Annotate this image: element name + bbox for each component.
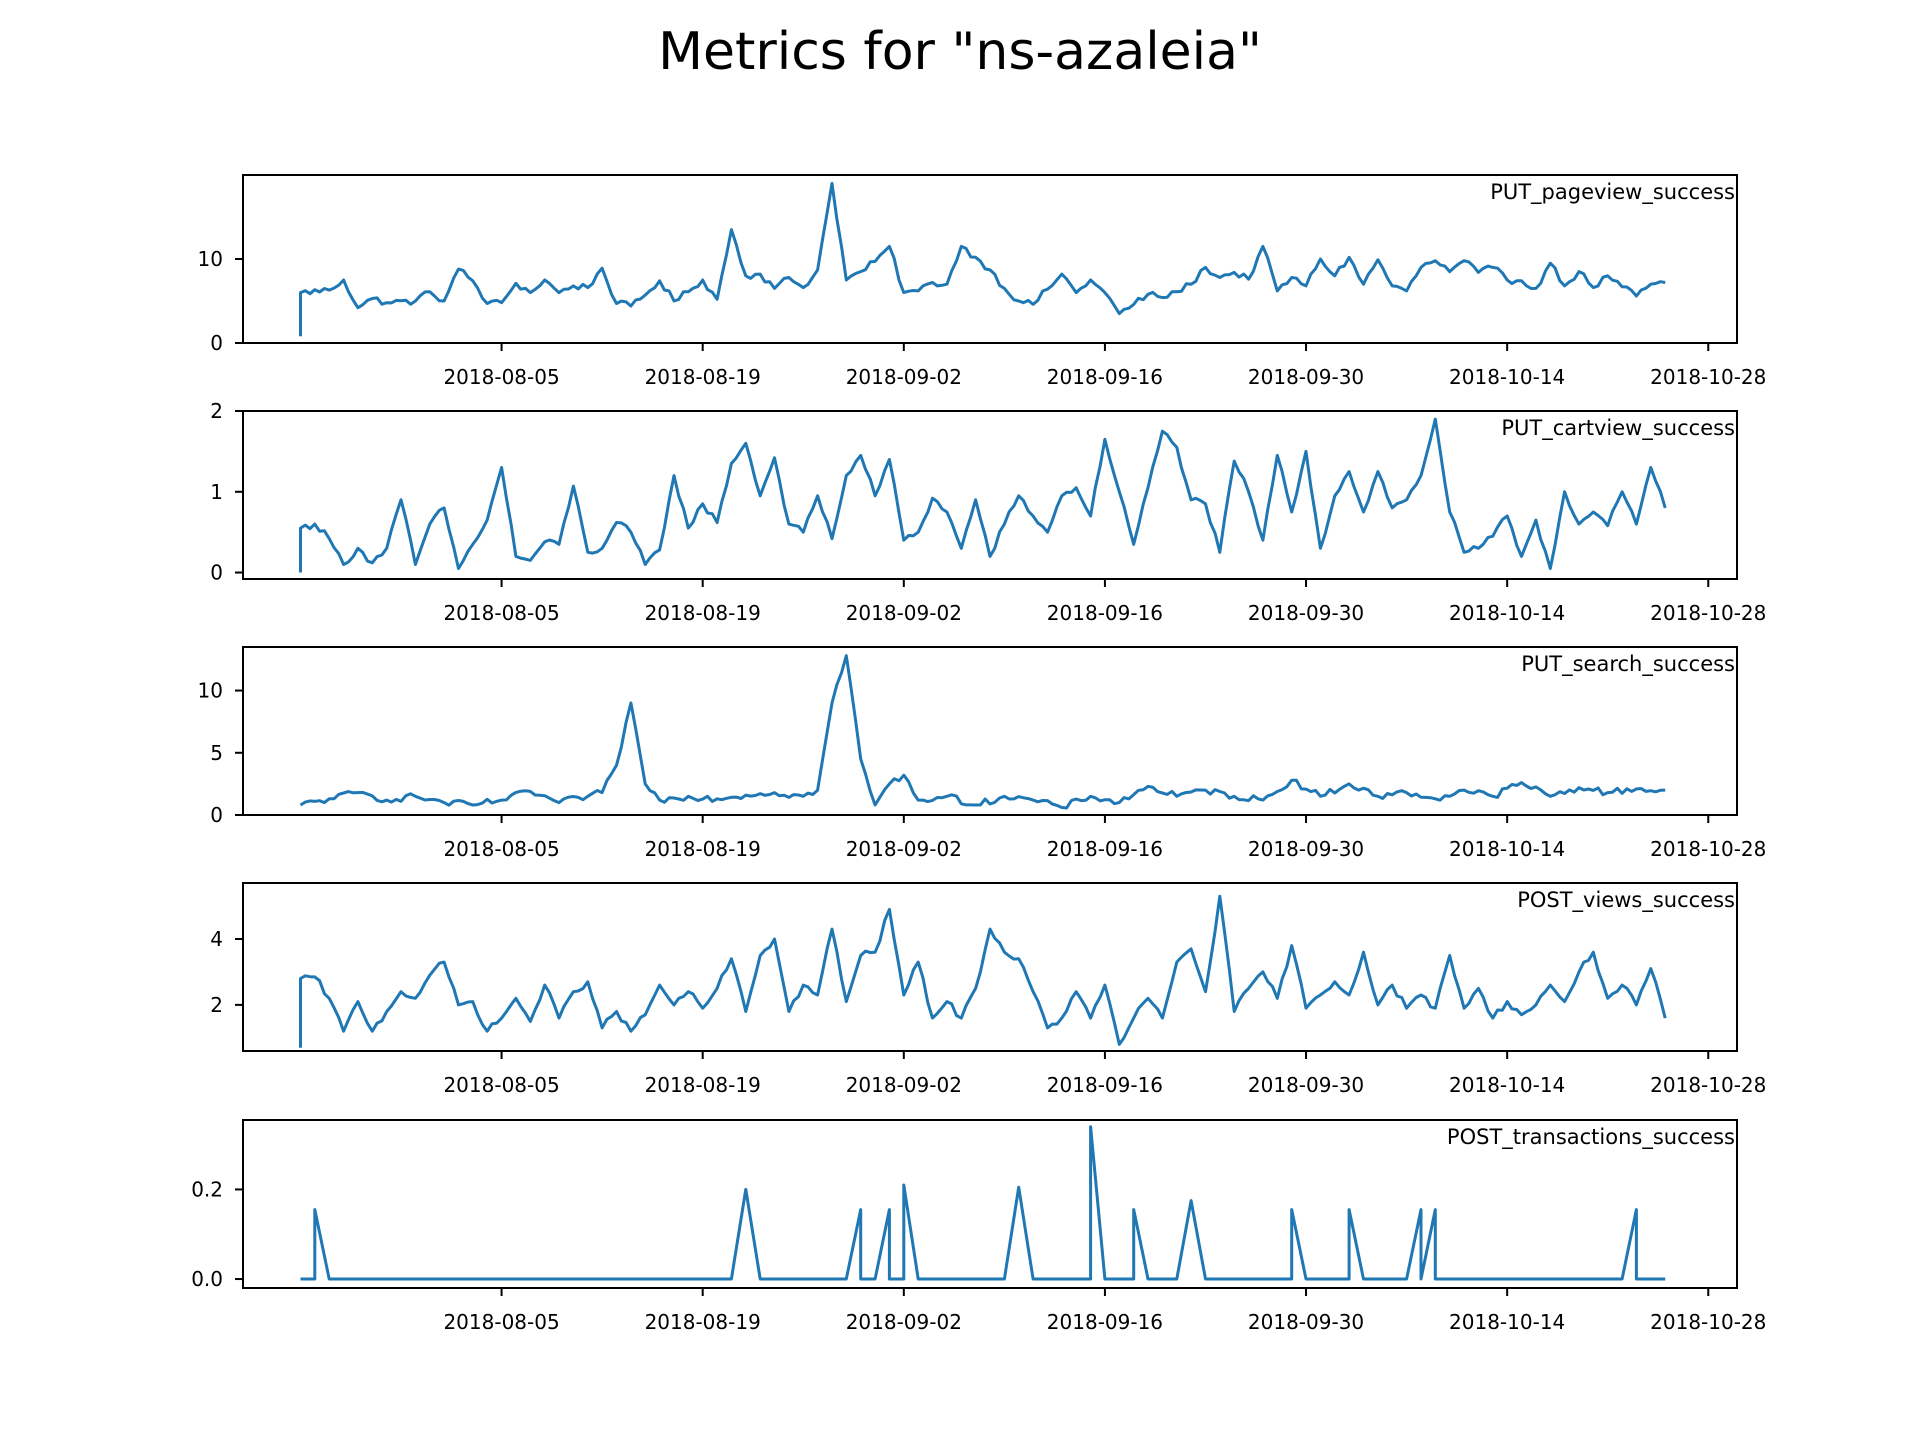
y-tick-label: 10 xyxy=(198,679,223,703)
x-tick-label: 2018-10-14 xyxy=(1449,1310,1565,1334)
x-tick-label: 2018-09-16 xyxy=(1047,837,1163,861)
series-line-PUT_pageview_success xyxy=(299,181,1666,337)
subplot-title: PUT_search_success xyxy=(1521,652,1735,677)
x-tick-label: 2018-08-19 xyxy=(645,601,761,625)
x-tick-label: 2018-08-19 xyxy=(645,837,761,861)
x-tick-label: 2018-09-02 xyxy=(846,837,962,861)
y-tick-label: 2 xyxy=(210,399,223,423)
x-tick-label: 2018-09-16 xyxy=(1047,601,1163,625)
axes-frame xyxy=(242,882,1738,1052)
subplot-title: POST_transactions_success xyxy=(1447,1125,1735,1150)
subplot-title: POST_views_success xyxy=(1517,888,1735,913)
x-tick-label: 2018-09-30 xyxy=(1248,365,1364,389)
x-tick-label: 2018-09-02 xyxy=(846,365,962,389)
x-tick-label: 2018-08-05 xyxy=(443,837,559,861)
subplot-POST_transactions_success: 2018-08-05 2018-08-19 2018-09-02 2018-09-16… xyxy=(191,1119,1766,1334)
axes-frame xyxy=(242,1119,1738,1289)
x-tick-label: 2018-09-16 xyxy=(1047,365,1163,389)
x-tick-label: 2018-09-30 xyxy=(1248,837,1364,861)
x-tick-label: 2018-09-16 xyxy=(1047,1310,1163,1334)
subplot-title: PUT_cartview_success xyxy=(1501,416,1735,441)
y-tick-label: 0.0 xyxy=(191,1267,223,1291)
x-tick-label: 2018-09-16 xyxy=(1047,1073,1163,1097)
series-line-POST_transactions_success xyxy=(300,1125,1666,1281)
x-tick-label: 2018-09-02 xyxy=(846,601,962,625)
subplot-title: PUT_pageview_success xyxy=(1490,180,1735,205)
x-tick-label: 2018-10-28 xyxy=(1650,837,1766,861)
y-tick-label: 10 xyxy=(198,247,223,271)
x-tick-label: 2018-09-02 xyxy=(846,1310,962,1334)
axes-frame xyxy=(242,410,1738,580)
x-tick-label: 2018-10-28 xyxy=(1650,365,1766,389)
subplot-PUT_search_success: 2018-08-05 2018-08-19 2018-09-02 2018-09-16… xyxy=(198,646,1766,861)
y-tick-label: 0 xyxy=(210,331,223,355)
x-tick-label: 2018-10-14 xyxy=(1449,601,1565,625)
subplot-PUT_pageview_success: 2018-08-05 2018-08-19 2018-09-02 2018-09-16… xyxy=(198,174,1766,389)
figure-title: Metrics for "ns-azaleia" xyxy=(658,22,1262,82)
x-tick-label: 2018-08-05 xyxy=(443,601,559,625)
x-tick-label: 2018-08-05 xyxy=(443,1310,559,1334)
y-tick-label: 2 xyxy=(210,993,223,1017)
x-tick-label: 2018-10-14 xyxy=(1449,1073,1565,1097)
x-tick-label: 2018-10-28 xyxy=(1650,601,1766,625)
x-tick-label: 2018-10-28 xyxy=(1650,1073,1766,1097)
y-tick-label: 0 xyxy=(210,561,223,585)
x-tick-label: 2018-08-19 xyxy=(645,1073,761,1097)
x-tick-label: 2018-10-14 xyxy=(1449,837,1565,861)
x-tick-label: 2018-10-14 xyxy=(1449,365,1565,389)
y-tick-label: 0 xyxy=(210,803,223,827)
x-tick-label: 2018-08-19 xyxy=(645,1310,761,1334)
y-tick-label: 4 xyxy=(210,927,223,951)
subplot-POST_views_success: 2018-08-05 2018-08-19 2018-09-02 2018-09-16… xyxy=(210,882,1766,1097)
y-tick-label: 5 xyxy=(210,741,223,765)
x-tick-label: 2018-09-30 xyxy=(1248,601,1364,625)
x-tick-label: 2018-08-05 xyxy=(443,1073,559,1097)
x-tick-label: 2018-09-02 xyxy=(846,1073,962,1097)
axes-frame xyxy=(242,646,1738,816)
subplot-PUT_cartview_success: 2018-08-05 2018-08-19 2018-09-02 2018-09-16… xyxy=(210,399,1766,625)
x-tick-label: 2018-08-05 xyxy=(443,365,559,389)
x-tick-label: 2018-09-30 xyxy=(1248,1073,1364,1097)
series-line-POST_views_success xyxy=(299,894,1667,1048)
series-line-PUT_search_success xyxy=(299,654,1666,810)
x-tick-label: 2018-09-30 xyxy=(1248,1310,1364,1334)
y-tick-label: 0.2 xyxy=(191,1177,223,1201)
x-tick-label: 2018-08-19 xyxy=(645,365,761,389)
series-line-PUT_cartview_success xyxy=(299,417,1667,573)
y-tick-label: 1 xyxy=(210,480,223,504)
x-tick-label: 2018-10-28 xyxy=(1650,1310,1766,1334)
